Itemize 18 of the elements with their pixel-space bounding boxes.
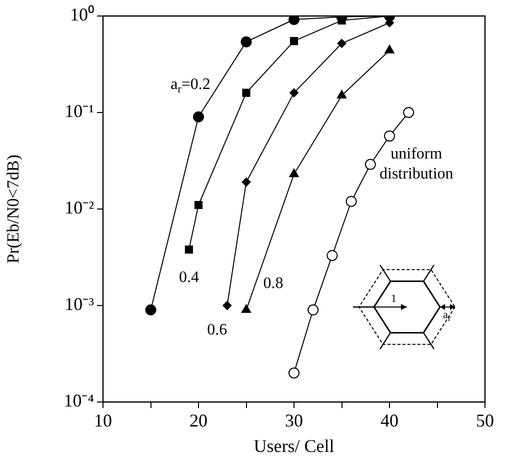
series-label: 0.4	[178, 268, 199, 286]
series-label: 0.8	[263, 275, 284, 292]
y-tick-label: 10⁻⁴	[64, 390, 94, 411]
y-tick-label: 10⁻¹	[64, 101, 94, 122]
x-tick-label: 30	[285, 410, 303, 431]
x-axis-title: Users/ Cell	[254, 436, 334, 456]
series-label: uniform distribution	[380, 146, 454, 183]
y-axis-title: Pr(Eb/N0<7dB)	[4, 154, 23, 264]
annotation: 1	[391, 293, 396, 305]
x-tick-label: 10	[94, 410, 112, 431]
x-tick-label: 50	[476, 410, 494, 431]
x-tick-label: 40	[380, 410, 398, 431]
y-tick-label: 10⁰	[70, 4, 94, 25]
y-tick-label: 10⁻²	[64, 198, 94, 218]
series-label: 0.6	[207, 322, 228, 339]
y-tick-label: 10⁻³	[64, 294, 95, 314]
annotation: a$_{r}$	[443, 309, 451, 324]
x-tick-label: 20	[190, 410, 208, 431]
